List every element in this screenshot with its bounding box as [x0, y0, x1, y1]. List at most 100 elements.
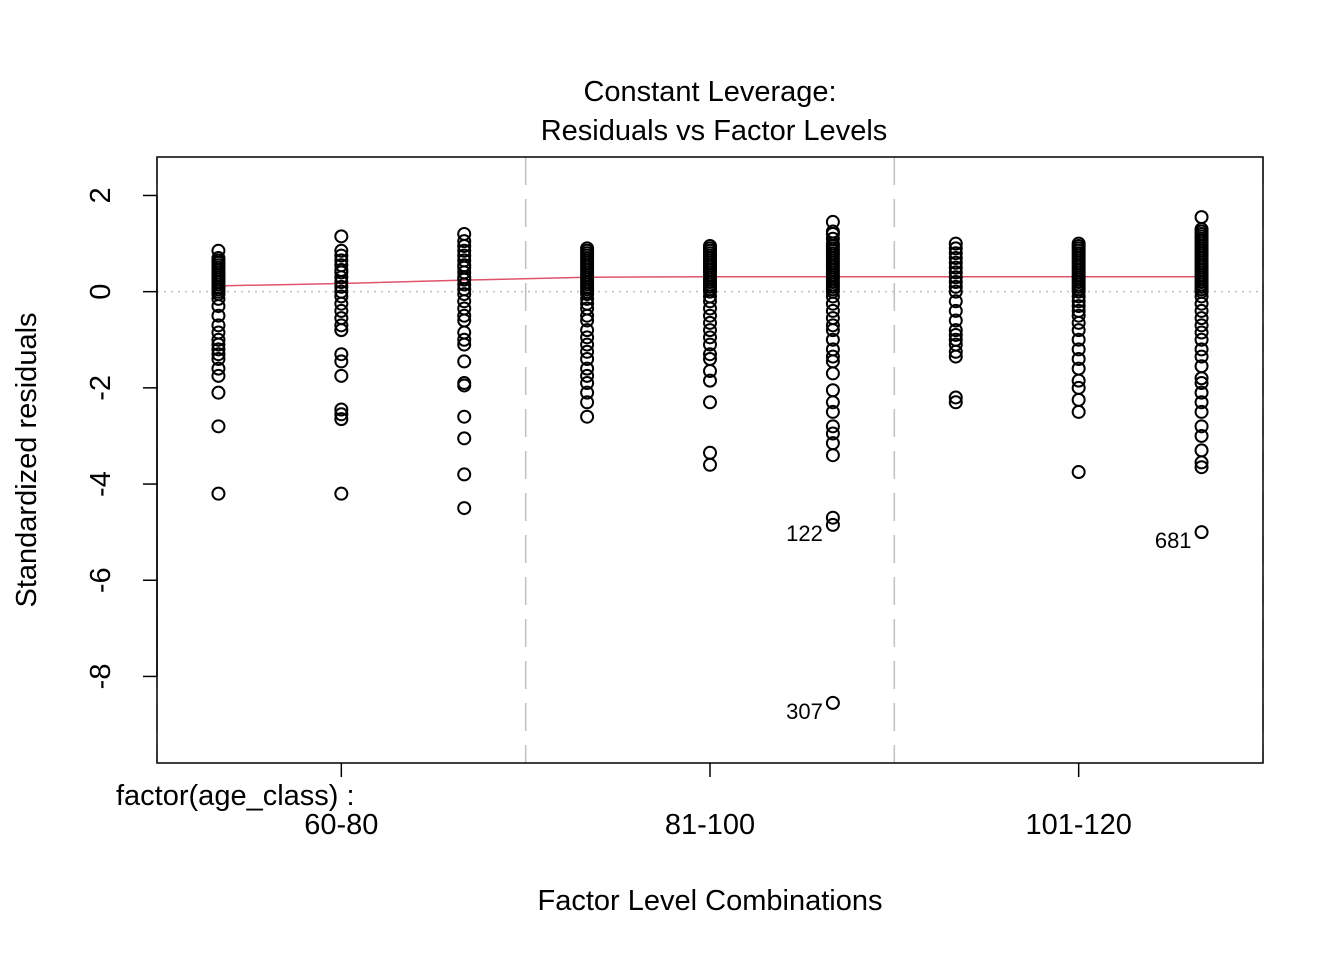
- data-point-g9-43: [1194, 419, 1209, 434]
- data-point-g3-27: [457, 501, 472, 516]
- data-point-g2-11: [334, 289, 349, 304]
- data-point-g8-36: [1071, 465, 1086, 480]
- data-point-g2-23: [334, 486, 349, 501]
- data-point-g4-29: [580, 352, 595, 366]
- data-point-g2-1: [334, 243, 349, 258]
- data-point-g2-17: [334, 347, 349, 362]
- data-point-g5-32: [703, 395, 717, 410]
- data-point-g7-8: [948, 275, 963, 290]
- y-tick-label--6: -6: [85, 567, 117, 593]
- data-point-g8-28: [1071, 332, 1086, 347]
- data-point-g8-34: [1071, 392, 1086, 407]
- data-point-g2-18: [334, 354, 349, 369]
- data-point-g6-43: [825, 510, 840, 525]
- data-point-g4-26: [580, 330, 595, 345]
- data-point-g1-19: [211, 308, 226, 323]
- data-point-g2-20: [334, 402, 349, 417]
- data-point-g5-25: [703, 323, 717, 338]
- data-point-g5-31: [703, 373, 717, 388]
- data-point-g2-6: [334, 265, 349, 280]
- data-point-g9-40: [1194, 385, 1209, 400]
- data-point-g6-40: [825, 426, 840, 441]
- data-point-g3-2: [457, 238, 472, 253]
- data-point-g6-37: [825, 395, 840, 410]
- data-point-g7-18: [948, 344, 963, 359]
- data-point-g7-14: [948, 323, 963, 338]
- data-point-g7-15: [948, 327, 963, 342]
- data-point-g4-28: [580, 344, 595, 359]
- data-point-g2-8: [334, 275, 349, 290]
- data-point-g6-38: [825, 404, 840, 419]
- y-tick-label-2: 2: [85, 187, 117, 203]
- data-point-g9-29: [1194, 296, 1209, 311]
- data-point-g2-9: [334, 279, 349, 294]
- data-point-g6-27: [825, 303, 840, 318]
- data-point-g6-39: [825, 419, 840, 434]
- data-point-g2-2: [334, 248, 349, 263]
- data-point-g5-33: [703, 445, 717, 460]
- data-point-g3-10: [457, 272, 472, 287]
- data-point-g9-36: [1194, 349, 1209, 364]
- data-point-g7-1: [948, 241, 963, 256]
- data-point-g1-29: [211, 385, 226, 400]
- data-point-g1-28: [211, 368, 226, 383]
- data-point-g6-33: [825, 349, 840, 364]
- point-annotations: 122 307 681: [786, 521, 1191, 724]
- data-point-g4-27: [580, 337, 595, 352]
- data-point-g9-28: [1194, 289, 1209, 304]
- x-axis-label: Factor Level Combinations: [538, 885, 883, 917]
- data-point-g3-16: [457, 308, 472, 323]
- data-point-g6-44: [825, 517, 840, 532]
- x-tick-label-101-120: 101-120: [1025, 809, 1131, 841]
- data-point-g9-46: [1194, 455, 1209, 470]
- data-point-g7-10: [948, 284, 963, 299]
- data-point-g6-25: [825, 289, 840, 304]
- data-point-g9-42: [1194, 404, 1209, 419]
- data-point-g6-42: [825, 448, 840, 463]
- data-point-g4-32: [580, 376, 595, 391]
- data-point-g3-14: [457, 294, 472, 309]
- data-point-g9-0: [1194, 210, 1209, 225]
- y-axis: 2 0 -2 -4 -6 -8: [85, 187, 158, 689]
- data-point-g3-21: [457, 354, 472, 369]
- data-point-g4-30: [580, 361, 595, 376]
- annotation-307: 307: [786, 699, 823, 724]
- data-point-g5-23: [703, 308, 717, 323]
- data-point-g7-9: [948, 279, 963, 294]
- data-point-g8-20: [1071, 284, 1086, 299]
- data-point-g3-11: [457, 277, 472, 292]
- data-point-g9-47: [1194, 460, 1209, 475]
- data-point-g5-34: [703, 457, 717, 472]
- data-point-g9-32: [1194, 318, 1209, 333]
- data-point-g3-26: [457, 467, 472, 482]
- data-point-g6-36: [825, 383, 840, 398]
- data-point-g5-26: [703, 330, 717, 345]
- data-point-g1-22: [211, 332, 226, 347]
- data-point-g2-7: [334, 270, 349, 285]
- data-point-g3-23: [457, 378, 472, 393]
- data-point-g8-30: [1071, 352, 1086, 366]
- data-point-g7-3: [948, 251, 963, 265]
- data-point-g4-23: [580, 308, 595, 323]
- data-point-g7-6: [948, 265, 963, 280]
- data-point-g1-18: [211, 299, 226, 314]
- data-point-g7-20: [948, 390, 963, 405]
- data-point-g6-45: [825, 695, 840, 710]
- data-point-g8-32: [1071, 373, 1086, 388]
- chart-subtitle: Residuals vs Factor Levels: [541, 115, 888, 147]
- data-point-g7-19: [948, 349, 963, 364]
- data-point-g4-25: [580, 323, 595, 338]
- data-point-g8-23: [1071, 299, 1086, 314]
- y-axis-label: Standardized residuals: [11, 312, 43, 607]
- data-point-g3-25: [457, 431, 472, 446]
- data-point-g6-29: [825, 318, 840, 333]
- data-point-g3-19: [457, 332, 472, 347]
- data-point-g9-35: [1194, 342, 1209, 357]
- data-point-g1-20: [211, 318, 226, 333]
- data-point-g9-33: [1194, 325, 1209, 340]
- data-point-g8-29: [1071, 342, 1086, 357]
- data-point-g2-0: [334, 229, 349, 244]
- data-point-g8-33: [1071, 380, 1086, 395]
- data-point-g1-24: [211, 342, 226, 357]
- y-tick-label--2: -2: [85, 375, 117, 401]
